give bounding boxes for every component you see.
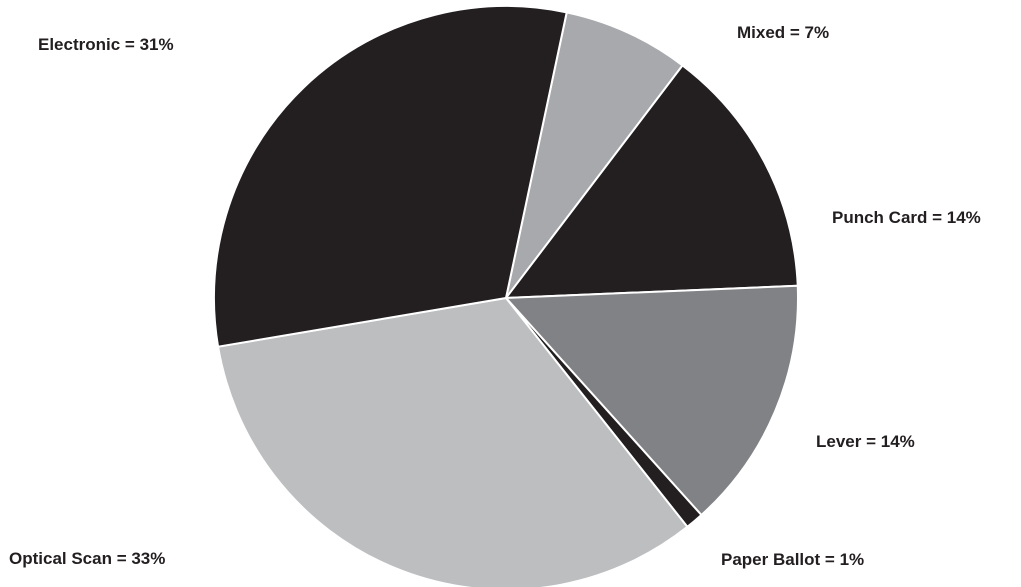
label-paper-ballot: Paper Ballot = 1% [721, 550, 864, 569]
label-optical-scan: Optical Scan = 33% [9, 549, 165, 568]
label-electronic: Electronic = 31% [38, 35, 174, 54]
slice-labels: Electronic = 31% Mixed = 7% Punch Card =… [9, 23, 981, 569]
slice-lever [505, 284, 799, 516]
slice-electronic [213, 5, 568, 348]
slice-punch-card [505, 64, 799, 299]
label-punch-card: Punch Card = 14% [832, 208, 981, 227]
slice-optical-scan [217, 297, 689, 587]
pie-slices [213, 5, 799, 587]
slice-mixed [505, 11, 684, 299]
label-lever: Lever = 14% [816, 432, 915, 451]
label-mixed: Mixed = 7% [737, 23, 829, 42]
